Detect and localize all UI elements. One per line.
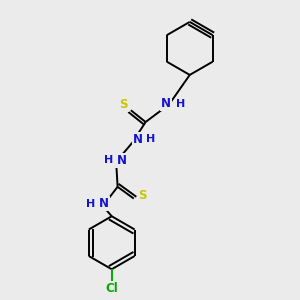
Text: S: S bbox=[138, 189, 147, 202]
Text: H: H bbox=[146, 134, 155, 143]
Text: H: H bbox=[86, 199, 95, 208]
Text: N: N bbox=[99, 197, 109, 210]
Text: N: N bbox=[160, 97, 171, 110]
Text: Cl: Cl bbox=[105, 282, 118, 295]
Text: N: N bbox=[116, 154, 126, 167]
Text: N: N bbox=[133, 133, 142, 146]
Text: H: H bbox=[104, 155, 113, 165]
Text: S: S bbox=[119, 98, 128, 111]
Text: H: H bbox=[176, 99, 185, 109]
